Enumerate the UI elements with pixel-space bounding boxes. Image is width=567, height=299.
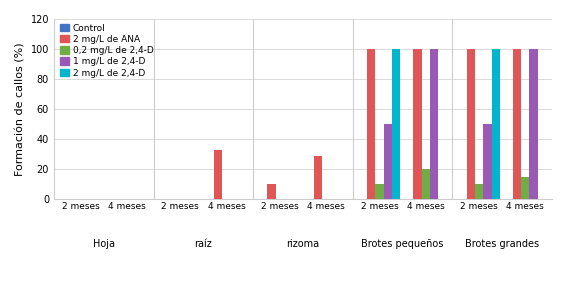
Bar <box>421 169 430 199</box>
Bar <box>530 49 538 199</box>
Text: rizoma: rizoma <box>286 239 320 249</box>
Bar <box>268 184 276 199</box>
Text: Hoja: Hoja <box>93 239 115 249</box>
Bar <box>475 184 483 199</box>
Y-axis label: Formación de callos (%): Formación de callos (%) <box>15 42 25 176</box>
Bar <box>413 49 421 199</box>
Bar <box>513 49 521 199</box>
Bar <box>384 124 392 199</box>
Bar <box>214 150 222 199</box>
Legend: Control, 2 mg/L de ANA, 0,2 mg/L de 2,4-D, 1 mg/L de 2,4-D, 2 mg/L de 2,4-D: Control, 2 mg/L de ANA, 0,2 mg/L de 2,4-… <box>58 22 155 79</box>
Text: Brotes pequeños: Brotes pequeños <box>361 239 444 249</box>
Bar <box>367 49 375 199</box>
Bar <box>521 177 530 199</box>
Bar <box>492 49 500 199</box>
Bar <box>467 49 475 199</box>
Bar <box>375 184 384 199</box>
Bar <box>314 156 322 199</box>
Bar <box>430 49 438 199</box>
Bar <box>483 124 492 199</box>
Text: raíz: raíz <box>194 239 212 249</box>
Bar <box>392 49 400 199</box>
Text: Brotes grandes: Brotes grandes <box>465 239 539 249</box>
